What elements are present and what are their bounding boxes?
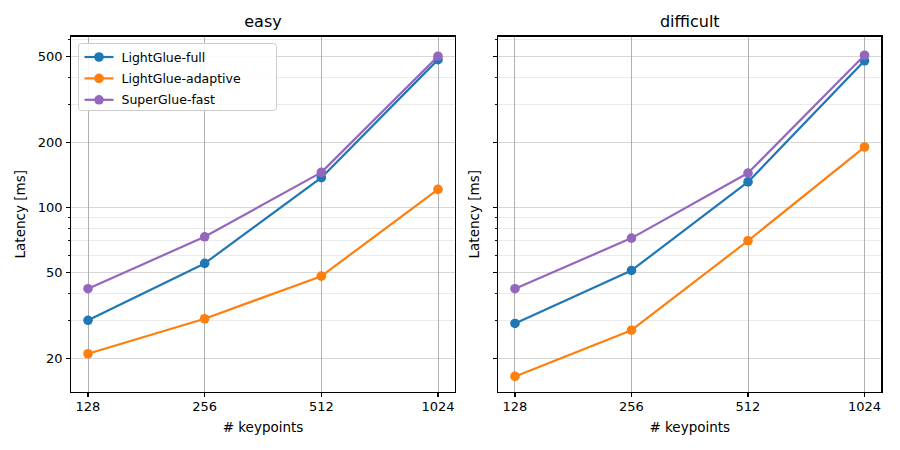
data-point-LightGlue-adaptive-128 bbox=[83, 349, 93, 359]
x-tick-label: 128 bbox=[76, 399, 101, 414]
y-axis-label: Latency [ms] bbox=[12, 170, 28, 258]
x-axis-label: # keypoints bbox=[649, 419, 730, 435]
series-line-SuperGlue-fast bbox=[515, 55, 865, 288]
chart-canvas: 128 256 512 1024 20 50 100 200 500 easy # keypoint… bbox=[0, 0, 900, 450]
plot-title: difficult bbox=[660, 12, 720, 31]
x-tick-label: 512 bbox=[736, 399, 761, 414]
data-point-LightGlue-full-256 bbox=[627, 266, 637, 276]
x-tick-label: 128 bbox=[503, 399, 528, 414]
data-point-LightGlue-adaptive-128 bbox=[510, 372, 520, 382]
data-point-SuperGlue-fast-256 bbox=[627, 233, 637, 243]
series-line-LightGlue-full bbox=[515, 61, 865, 324]
legend-label: LightGlue-adaptive bbox=[122, 71, 241, 86]
x-tick-label: 1024 bbox=[848, 399, 881, 414]
data-point-SuperGlue-fast-128 bbox=[510, 284, 520, 294]
y-tick-label: 20 bbox=[46, 351, 63, 366]
legend-marker-SuperGlue-fast bbox=[94, 95, 104, 105]
legend-marker-LightGlue-adaptive bbox=[94, 74, 104, 84]
data-point-SuperGlue-fast-512 bbox=[317, 168, 327, 178]
data-point-SuperGlue-fast-1024 bbox=[433, 51, 443, 61]
data-point-LightGlue-adaptive-256 bbox=[627, 325, 637, 335]
subplot-difficult: 128 256 512 1024 difficult # keypoints Latency… bbox=[466, 12, 882, 435]
latency-benchmark-figure: 128 256 512 1024 20 50 100 200 500 easy # keypoint… bbox=[0, 0, 900, 450]
x-tick-label: 256 bbox=[619, 399, 644, 414]
y-tick-label: 50 bbox=[46, 265, 63, 280]
x-tick-label: 512 bbox=[309, 399, 334, 414]
x-tick-label: 1024 bbox=[421, 399, 454, 414]
data-point-LightGlue-full-512 bbox=[743, 177, 753, 187]
data-point-LightGlue-full-256 bbox=[200, 259, 210, 269]
y-tick-label: 500 bbox=[38, 49, 63, 64]
data-point-SuperGlue-fast-256 bbox=[200, 232, 210, 242]
data-point-LightGlue-adaptive-1024 bbox=[433, 185, 443, 195]
legend-label: SuperGlue-fast bbox=[122, 92, 215, 107]
data-point-LightGlue-adaptive-1024 bbox=[860, 142, 870, 152]
legend: LightGlue-full LightGlue-adaptive SuperGlu… bbox=[79, 44, 277, 111]
series-line-LightGlue-adaptive bbox=[88, 189, 438, 353]
data-point-LightGlue-full-128 bbox=[83, 315, 93, 325]
x-tick-label: 256 bbox=[192, 399, 217, 414]
data-point-SuperGlue-fast-1024 bbox=[860, 50, 870, 60]
y-tick-label: 200 bbox=[38, 135, 63, 150]
x-axis-label: # keypoints bbox=[223, 419, 304, 435]
subplot-easy: 128 256 512 1024 20 50 100 200 500 easy # keypoint… bbox=[12, 12, 456, 435]
y-axis-label: Latency [ms] bbox=[466, 170, 482, 258]
plot-title: easy bbox=[244, 12, 281, 31]
data-point-LightGlue-full-128 bbox=[510, 319, 520, 329]
y-tick-label: 100 bbox=[38, 200, 63, 215]
series-line-LightGlue-adaptive bbox=[515, 147, 865, 376]
legend-marker-LightGlue-full bbox=[94, 52, 104, 62]
data-point-SuperGlue-fast-512 bbox=[743, 168, 753, 178]
data-point-LightGlue-adaptive-512 bbox=[743, 236, 753, 246]
legend-label: LightGlue-full bbox=[122, 50, 206, 65]
data-point-LightGlue-adaptive-512 bbox=[317, 271, 327, 281]
data-point-SuperGlue-fast-128 bbox=[83, 284, 93, 294]
plot-spines bbox=[498, 36, 883, 393]
data-point-LightGlue-adaptive-256 bbox=[200, 314, 210, 324]
